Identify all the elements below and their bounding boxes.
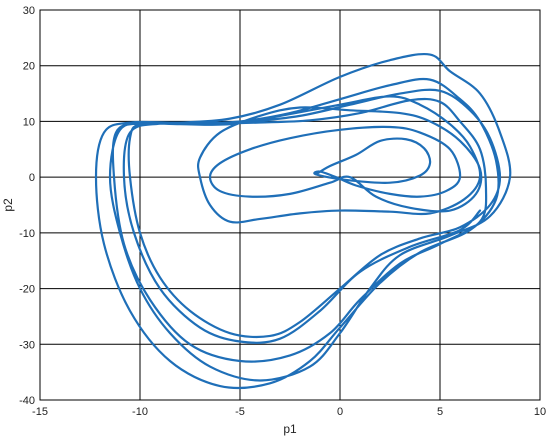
y-tick-label: -10 bbox=[19, 228, 35, 240]
y-tick-label: -30 bbox=[19, 339, 35, 351]
trajectory-group bbox=[94, 53, 512, 390]
y-axis-label: p2 bbox=[1, 198, 15, 212]
x-tick-label: 0 bbox=[337, 406, 343, 418]
x-tick-labels: -15 -10 -5 0 5 10 bbox=[32, 406, 546, 418]
x-tick-label: 10 bbox=[534, 406, 546, 418]
x-tick-label: -10 bbox=[132, 406, 148, 418]
y-tick-label: 10 bbox=[23, 116, 35, 128]
y-tick-label: -20 bbox=[19, 284, 35, 296]
y-tick-label: -40 bbox=[19, 395, 35, 407]
x-axis-label: p1 bbox=[283, 422, 297, 436]
trajectory-line bbox=[94, 53, 512, 390]
x-tick-label: -5 bbox=[235, 406, 245, 418]
y-tick-label: 0 bbox=[29, 172, 35, 184]
y-tick-label: 20 bbox=[23, 61, 35, 73]
x-tick-label: -15 bbox=[32, 406, 48, 418]
y-tick-label: 30 bbox=[23, 5, 35, 17]
y-tick-labels: -40 -30 -20 -10 0 10 20 30 bbox=[19, 5, 35, 407]
plot-frame bbox=[39, 9, 541, 401]
x-tick-label: 5 bbox=[437, 406, 443, 418]
